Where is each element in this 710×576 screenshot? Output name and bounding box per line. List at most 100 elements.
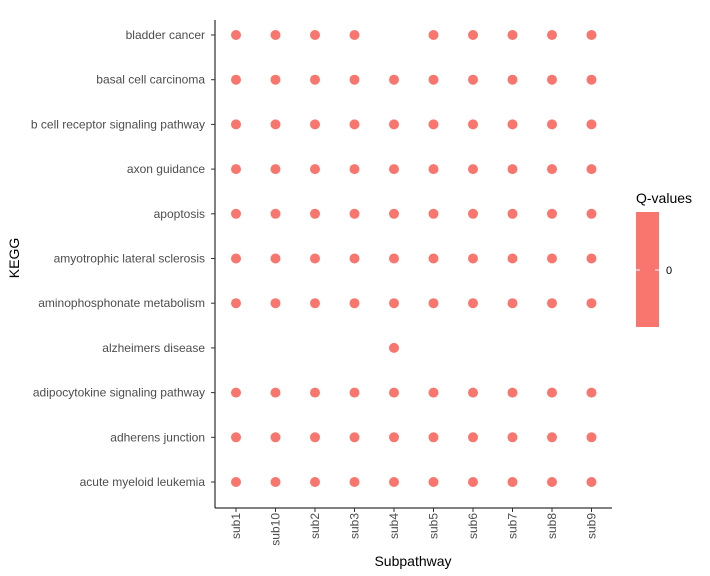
data-point xyxy=(231,298,241,309)
data-point xyxy=(231,30,241,40)
data-point xyxy=(507,164,518,175)
data-point xyxy=(468,208,478,219)
data-point xyxy=(586,74,597,85)
legend-label: 0 xyxy=(666,265,672,277)
data-point xyxy=(389,74,399,85)
data-point xyxy=(310,30,320,40)
y-tick-label: alzheimers disease xyxy=(102,341,205,355)
x-tick-label: sub1 xyxy=(229,513,243,539)
data-point xyxy=(586,208,597,219)
data-point xyxy=(428,477,439,487)
y-tick-marks xyxy=(211,34,215,483)
x-axis-title: Subpathway xyxy=(374,553,451,569)
legend-color-bar xyxy=(636,212,659,327)
y-axis-title: KEGG xyxy=(6,238,22,278)
data-point xyxy=(310,387,320,398)
data-point xyxy=(270,253,281,264)
data-point xyxy=(349,74,360,85)
data-point xyxy=(547,164,557,175)
x-tick-label: sub10 xyxy=(269,513,283,546)
data-point xyxy=(270,74,281,85)
data-point xyxy=(310,477,320,487)
data-point xyxy=(428,298,439,309)
data-point xyxy=(428,74,439,85)
data-point xyxy=(231,164,241,175)
data-point xyxy=(389,387,399,398)
data-point xyxy=(349,432,360,443)
y-tick-label: axon guidance xyxy=(127,162,205,176)
data-point xyxy=(468,119,478,130)
data-point xyxy=(547,30,557,40)
data-point xyxy=(231,432,241,443)
data-point xyxy=(310,74,320,85)
y-tick-label: amyotrophic lateral sclerosis xyxy=(54,252,205,266)
x-tick-label: sub3 xyxy=(348,513,362,539)
x-tick-label: sub6 xyxy=(466,513,480,539)
data-point xyxy=(586,298,597,309)
x-tick-label: sub4 xyxy=(387,513,401,539)
legend-title: Q-values xyxy=(636,190,692,206)
data-point xyxy=(468,477,478,487)
data-point xyxy=(428,30,439,40)
data-point xyxy=(468,74,478,85)
y-tick-label: adherens junction xyxy=(110,430,205,444)
data-point xyxy=(547,119,557,130)
data-point xyxy=(586,30,597,40)
data-point xyxy=(349,298,360,309)
data-point xyxy=(428,432,439,443)
data-point xyxy=(586,477,597,487)
y-tick-label: aminophosphonate metabolism xyxy=(38,296,205,310)
data-point xyxy=(310,432,320,443)
data-point xyxy=(389,164,399,175)
data-point xyxy=(231,477,241,487)
data-point xyxy=(349,30,360,40)
data-point xyxy=(468,387,478,398)
data-point xyxy=(349,208,360,219)
data-point xyxy=(468,30,478,40)
data-point xyxy=(389,253,399,264)
data-point xyxy=(310,253,320,264)
data-point xyxy=(349,164,360,175)
data-point xyxy=(547,298,557,309)
y-tick-label: b cell receptor signaling pathway xyxy=(31,117,205,131)
data-point xyxy=(547,477,557,487)
data-point xyxy=(270,164,281,175)
y-tick-labels: bladder cancer basal cell carcinoma b cell… xyxy=(31,28,205,489)
x-tick-label: sub8 xyxy=(545,513,559,539)
data-point xyxy=(231,208,241,219)
y-tick-label: apoptosis xyxy=(154,207,205,221)
y-tick-label: bladder cancer xyxy=(126,28,205,42)
data-point xyxy=(310,119,320,130)
x-tick-label: sub9 xyxy=(585,513,599,539)
data-point xyxy=(468,253,478,264)
data-point xyxy=(310,208,320,219)
data-point xyxy=(389,432,399,443)
data-point xyxy=(270,432,281,443)
data-point xyxy=(270,208,281,219)
data-point xyxy=(428,119,439,130)
data-point xyxy=(389,342,399,353)
y-tick-label: acute myeloid leukemia xyxy=(80,475,206,489)
data-point xyxy=(270,119,281,130)
data-point xyxy=(547,387,557,398)
x-tick-label: sub2 xyxy=(308,513,322,539)
data-point xyxy=(547,74,557,85)
data-point xyxy=(507,387,518,398)
data-point xyxy=(547,208,557,219)
data-point xyxy=(349,477,360,487)
data-point xyxy=(389,119,399,130)
data-point xyxy=(507,477,518,487)
data-point xyxy=(586,432,597,443)
data-point xyxy=(310,298,320,309)
data-point xyxy=(310,164,320,175)
y-tick-label: adipocytokine signaling pathway xyxy=(33,386,205,400)
data-point xyxy=(507,432,518,443)
data-point xyxy=(468,164,478,175)
data-point xyxy=(389,477,399,487)
data-point xyxy=(231,74,241,85)
data-point xyxy=(507,208,518,219)
data-points xyxy=(231,30,597,487)
data-point xyxy=(507,119,518,130)
data-point xyxy=(586,387,597,398)
